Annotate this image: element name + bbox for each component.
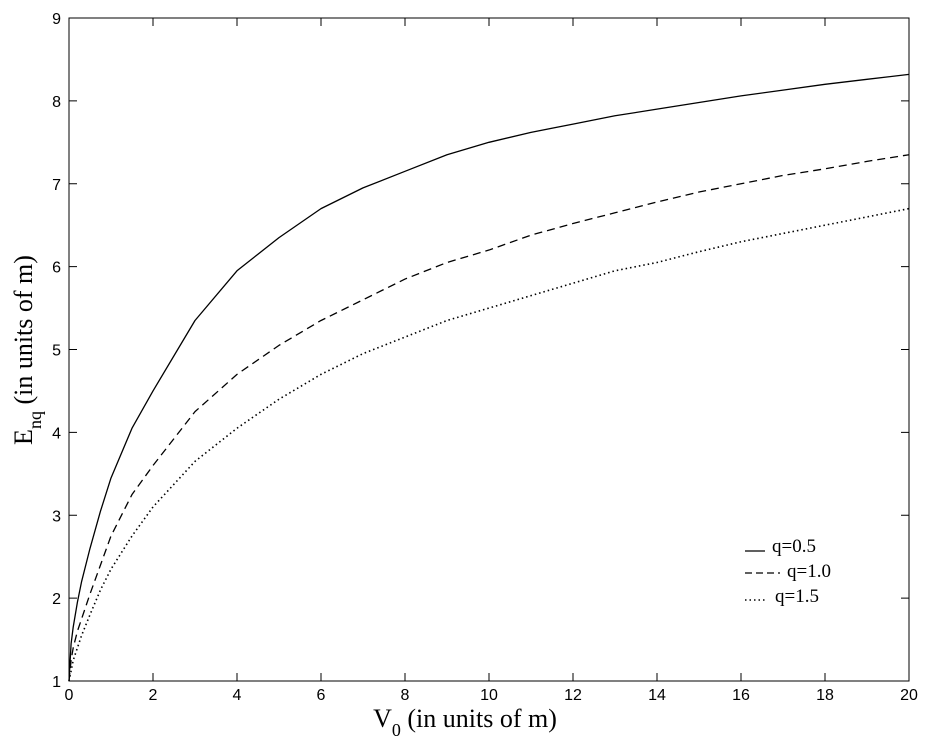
series-line-1 [68, 73, 910, 682]
legend-label-q05: q=0.5 [772, 536, 816, 557]
y-axis: 1 2 3 4 5 6 7 8 9 [52, 11, 909, 691]
y-tick-label: 7 [52, 177, 61, 194]
y-axis-label-main: E [9, 429, 38, 445]
series-line-3 [68, 207, 910, 682]
plot-area [68, 17, 910, 682]
x-tick-label: 2 [149, 687, 158, 704]
y-tick-label: 6 [52, 260, 61, 277]
y-tick-label: 4 [52, 425, 61, 442]
x-tick-label: 16 [732, 687, 750, 704]
plot-frame [68, 17, 910, 682]
y-tick-label: 1 [52, 674, 61, 691]
x-axis-label-sub: 0 [392, 720, 401, 740]
x-axis-label: V0 (in units of m) [373, 704, 557, 740]
legend-label-q15: q=1.5 [775, 586, 819, 607]
y-axis-label-rest: (in units of m) [9, 255, 38, 411]
x-tick-label: 12 [564, 687, 582, 704]
y-tick-label: 5 [52, 343, 61, 360]
series-lines [68, 73, 910, 682]
legend-label-q10: q=1.0 [787, 561, 831, 582]
y-tick-label: 3 [52, 508, 61, 525]
x-tick-label: 8 [401, 687, 410, 704]
x-tick-label: 10 [480, 687, 498, 704]
x-axis: 0 2 4 6 8 10 12 14 16 18 20 [65, 18, 918, 704]
y-axis-label-sub: nq [25, 411, 45, 429]
x-tick-label: 6 [317, 687, 326, 704]
y-tick-label: 2 [52, 591, 61, 608]
series-line-2 [68, 154, 910, 682]
x-axis-label-main: V [373, 704, 392, 733]
x-tick-label: 14 [648, 687, 666, 704]
legend: q=0.5 q=1.0 q=1.5 [745, 536, 831, 607]
y-axis-label: Enq (in units of m) [9, 255, 45, 445]
x-tick-label: 4 [233, 687, 242, 704]
x-tick-label: 0 [65, 687, 74, 704]
x-tick-label: 20 [900, 687, 918, 704]
x-tick-label: 18 [816, 687, 834, 704]
y-tick-label: 9 [52, 11, 61, 28]
x-axis-label-rest: (in units of m) [401, 704, 557, 733]
y-tick-label: 8 [52, 94, 61, 111]
